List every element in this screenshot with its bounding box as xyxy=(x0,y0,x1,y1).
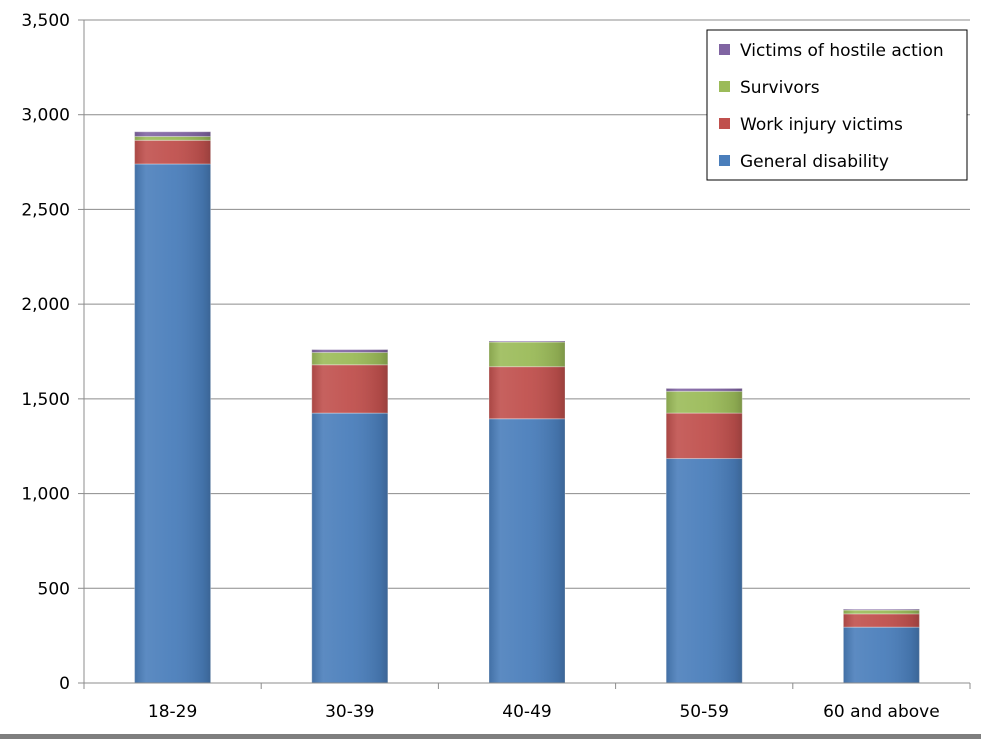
bar-segment-shading xyxy=(489,341,565,343)
bar-segment-shading xyxy=(311,413,388,683)
legend-label: General disability xyxy=(740,152,889,172)
bar-segment-shading xyxy=(134,131,211,137)
x-tick-label: 60 and above xyxy=(823,702,940,722)
bar-segment-shading xyxy=(843,613,920,628)
legend-swatch-work-injury-victims xyxy=(719,118,730,129)
legend-swatch-victims-of-hostile-action xyxy=(719,44,730,55)
bar-stack-18-29 xyxy=(134,131,212,684)
y-tick-label: 1,500 xyxy=(21,390,70,410)
bar-stack-30-39 xyxy=(311,349,389,684)
y-tick-label: 3,500 xyxy=(21,11,70,31)
axes: 0 500 1,000 1,500 2,000 2,500 3,000 3,500 18-29 3… xyxy=(21,11,971,722)
legend-label: Victims of hostile action xyxy=(740,41,944,61)
x-tick-label: 30-39 xyxy=(325,702,374,722)
bar-stack-50-59 xyxy=(665,387,743,684)
y-tick-label: 0 xyxy=(59,674,70,694)
bar-segment-shading xyxy=(843,609,920,611)
bar-segment-shading xyxy=(489,418,565,683)
bar-segment-shading xyxy=(666,413,743,459)
bar-stack-40-49 xyxy=(488,340,566,684)
y-tick-label: 2,000 xyxy=(21,295,70,315)
legend: Victims of hostile action Survivors Work i… xyxy=(706,29,968,181)
bar-segment-shading xyxy=(311,352,388,365)
y-tick-label: 500 xyxy=(38,579,70,599)
legend-swatch-general-disability xyxy=(719,155,730,166)
bar-segment-shading xyxy=(666,388,743,392)
bar-segment-shading xyxy=(843,610,920,614)
bar-segment-shading xyxy=(666,458,743,683)
x-tick-label: 50-59 xyxy=(679,702,728,722)
bar-segment-shading xyxy=(666,391,743,414)
bottom-border xyxy=(0,734,981,739)
bar-segment-shading xyxy=(489,342,565,367)
legend-label: Survivors xyxy=(740,78,820,98)
bar-segment-shading xyxy=(489,366,565,419)
y-tick-label: 3,000 xyxy=(21,106,70,126)
bars xyxy=(134,131,920,684)
legend-label: Work injury victims xyxy=(740,115,903,135)
y-tick-label: 2,500 xyxy=(21,200,70,220)
legend-box xyxy=(706,29,968,181)
bar-stack-60-and-above xyxy=(842,608,920,684)
bar-segment-shading xyxy=(134,140,211,164)
legend-swatch-survivors xyxy=(719,81,730,92)
bar-segment-shading xyxy=(134,136,211,141)
x-tick-label: 18-29 xyxy=(148,702,197,722)
y-tick-label: 1,000 xyxy=(21,485,70,505)
x-tick-label: 40-49 xyxy=(502,702,551,722)
bar-segment-shading xyxy=(134,163,211,684)
bar-segment-shading xyxy=(311,349,388,353)
bar-segment-shading xyxy=(311,364,388,414)
bar-segment-shading xyxy=(843,627,920,683)
